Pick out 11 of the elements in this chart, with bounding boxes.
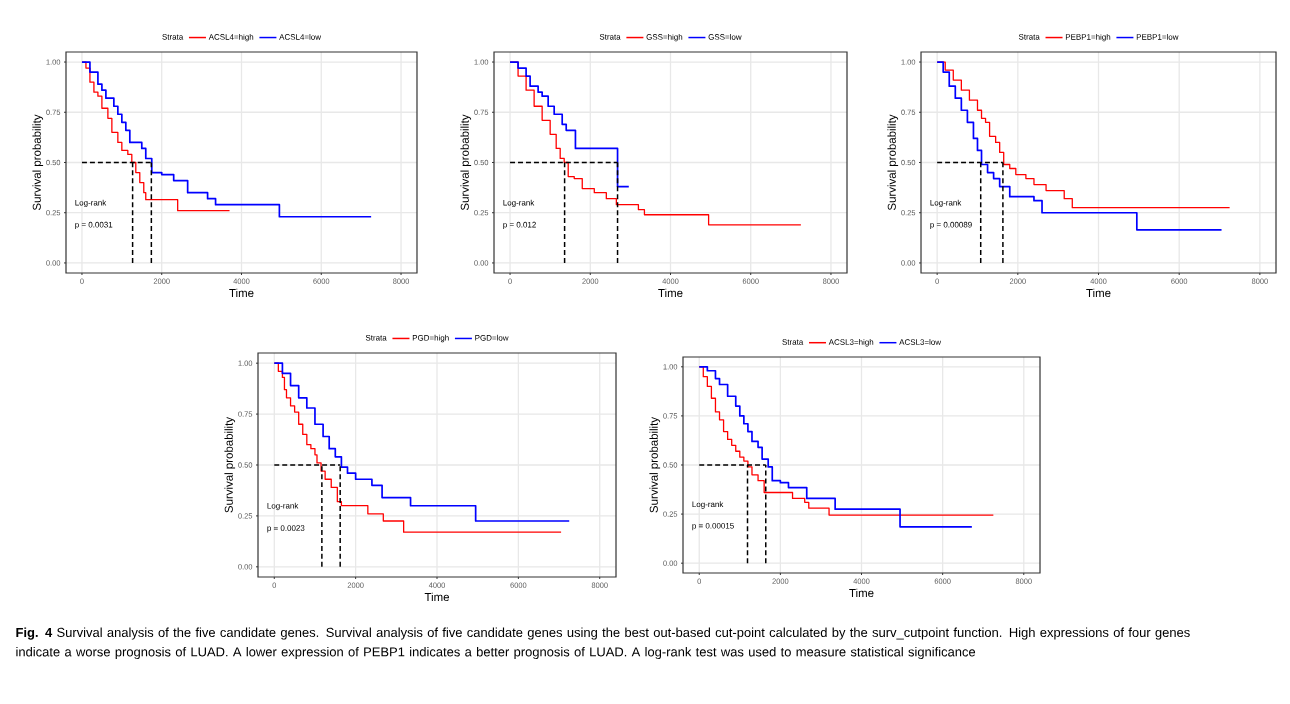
x-axis-title: Time: [658, 288, 683, 298]
y-axis-title: Survival probability: [649, 416, 661, 513]
x-axis-title: Time: [1086, 288, 1111, 298]
x-axis-title: Time: [849, 588, 874, 598]
y-axis-title: Survival probability: [224, 416, 236, 513]
text: Fig. 4 Survival analysis of the five candidate genes. Survival analysis of five candidate genes using the best out-based cut-point calculated by the surv_cutpoint function. High expressions of four genes indicate a worse prognosis of LUAD. A lower expression of PEBP1 indicates a better prognosis of LUAD. A log-rank test was used to measure statistical significance: [16, 627, 1190, 660]
y-axis-title: Survival probability: [887, 114, 899, 211]
y-axis-title: Survival probability: [460, 114, 472, 211]
x-axis-title: Time: [229, 288, 254, 298]
y-axis-title: Survival probability: [32, 114, 44, 211]
x-axis-title: Time: [424, 592, 450, 602]
